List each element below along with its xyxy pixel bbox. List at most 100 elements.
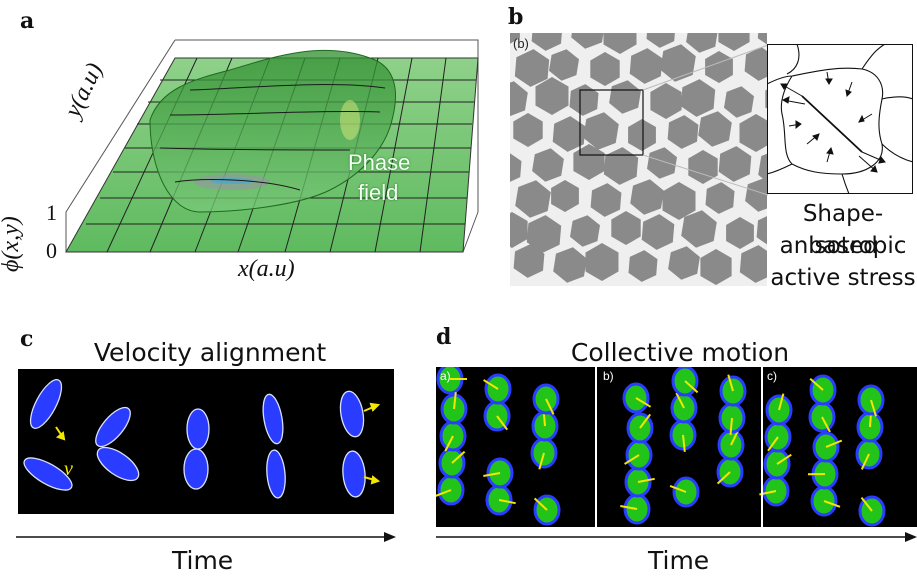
tissue-cell [739, 245, 767, 283]
tissue-cell [705, 51, 733, 83]
velocity-arrow [624, 454, 640, 465]
inset-tag: (b) [513, 36, 529, 51]
tissue-cell [510, 153, 522, 182]
time-label-c: Time [172, 546, 234, 575]
tissue-cell [739, 114, 767, 152]
tissue-cell [603, 147, 639, 185]
velocity-arrow [538, 452, 545, 470]
tissue-cell [718, 33, 750, 51]
time-arrow-c [16, 532, 396, 542]
stress-callout-3: active stress [770, 265, 916, 291]
velocity-arrow [496, 415, 508, 431]
tissue-cell [765, 89, 767, 109]
velocity-arrow [483, 472, 501, 477]
zoom-lines [642, 44, 769, 196]
tissue-cell [549, 49, 579, 81]
tissue-cell [629, 48, 663, 84]
tissue-cell [513, 244, 545, 278]
tissue-cell [535, 77, 569, 115]
axis-x-label: x(a.u) [238, 256, 295, 282]
velocity-arrow [860, 496, 873, 512]
velocity-arrow [870, 399, 877, 417]
tissue-cell [758, 153, 767, 182]
tissue-cell [667, 115, 699, 149]
tissue-cell [573, 144, 605, 180]
tissue-cell [515, 180, 551, 218]
tissue-cell [705, 182, 735, 214]
panel-c-title: Velocity alignment [93, 338, 327, 367]
tissue-cell [726, 217, 754, 249]
tissue-cell [571, 33, 604, 49]
tissue-cell [646, 33, 675, 48]
tissue-cell [745, 178, 767, 212]
tissue-cell [650, 83, 682, 119]
tissue-cell [628, 250, 658, 282]
velocity-arrow [776, 453, 792, 465]
velocity-arrow [498, 499, 516, 505]
velocity-arrow [635, 397, 652, 408]
stress-callout-1: Shape-based [802, 201, 884, 259]
tissue-cell [724, 86, 754, 118]
velocity-arrow [684, 380, 699, 394]
velocity-arrow [825, 439, 843, 448]
phase-field-label-2: field [358, 180, 399, 205]
subpanel-c-tag: c) [767, 369, 777, 383]
velocity-arrow [729, 417, 733, 435]
panel-d-title: Collective motion [570, 338, 790, 367]
tissue-cell [662, 182, 696, 220]
phase-field-label-1: Phase [348, 150, 411, 175]
tissue-cell [526, 215, 562, 253]
axis-tick-1: 1 [46, 200, 57, 225]
tissue-cell [756, 216, 767, 245]
time-arrow-d [436, 532, 917, 542]
axis-tick-0: 0 [46, 238, 57, 263]
velocity-arrow [860, 453, 870, 470]
velocity-arrow [483, 379, 499, 390]
tissue-cell [590, 183, 622, 217]
panel-c-letter: c [20, 326, 34, 352]
velocity-arrow [620, 505, 638, 510]
velocity-arrow [436, 489, 452, 497]
tissue-cell [757, 33, 767, 45]
tissue-cell [603, 33, 637, 54]
cell-tissue-image [510, 33, 767, 286]
tissue-cell [510, 81, 528, 117]
tissue-cell [698, 111, 732, 147]
velocity-arrow [767, 436, 779, 452]
velocity-arrow [809, 378, 824, 391]
tissue-cell [510, 212, 528, 248]
velocity-arrow [444, 435, 454, 452]
tissue-cell [569, 84, 599, 116]
tissue-cell [532, 148, 564, 182]
velocity-arrow [453, 391, 457, 410]
velocity-arrow [669, 484, 687, 493]
velocity-arrow [637, 477, 655, 483]
tissue-cell [552, 116, 586, 152]
velocity-arrow [639, 413, 651, 429]
velocity-arrow [716, 471, 731, 485]
phase-field-surface [65, 39, 479, 253]
collective-motion-image [436, 367, 917, 527]
velocity-arrow [821, 416, 831, 433]
tissue-cell [641, 214, 675, 250]
tissue-cell [531, 33, 562, 51]
velocity-arrow [823, 500, 841, 508]
panel-b-letter: b [508, 4, 524, 30]
velocity-arrow [682, 434, 686, 453]
tissue-cell [553, 247, 587, 283]
velocity-arrow [545, 398, 555, 415]
stress-inset [767, 44, 913, 194]
tissue-cell [551, 180, 579, 212]
velocity-vector-label: v⃗ [64, 458, 89, 480]
tissue-cell [630, 179, 664, 215]
velocity-arrow [451, 450, 466, 464]
tissue-cell [514, 49, 550, 87]
time-label-d: Time [648, 546, 710, 575]
tissue-cell [660, 44, 696, 82]
tissue-cell [628, 119, 656, 151]
panel-d-letter: d [436, 324, 452, 350]
tissue-cell [686, 33, 718, 53]
stress-callout-2: anisotropic [779, 233, 907, 259]
tissue-cell [680, 79, 716, 117]
tissue-cell [647, 147, 677, 179]
